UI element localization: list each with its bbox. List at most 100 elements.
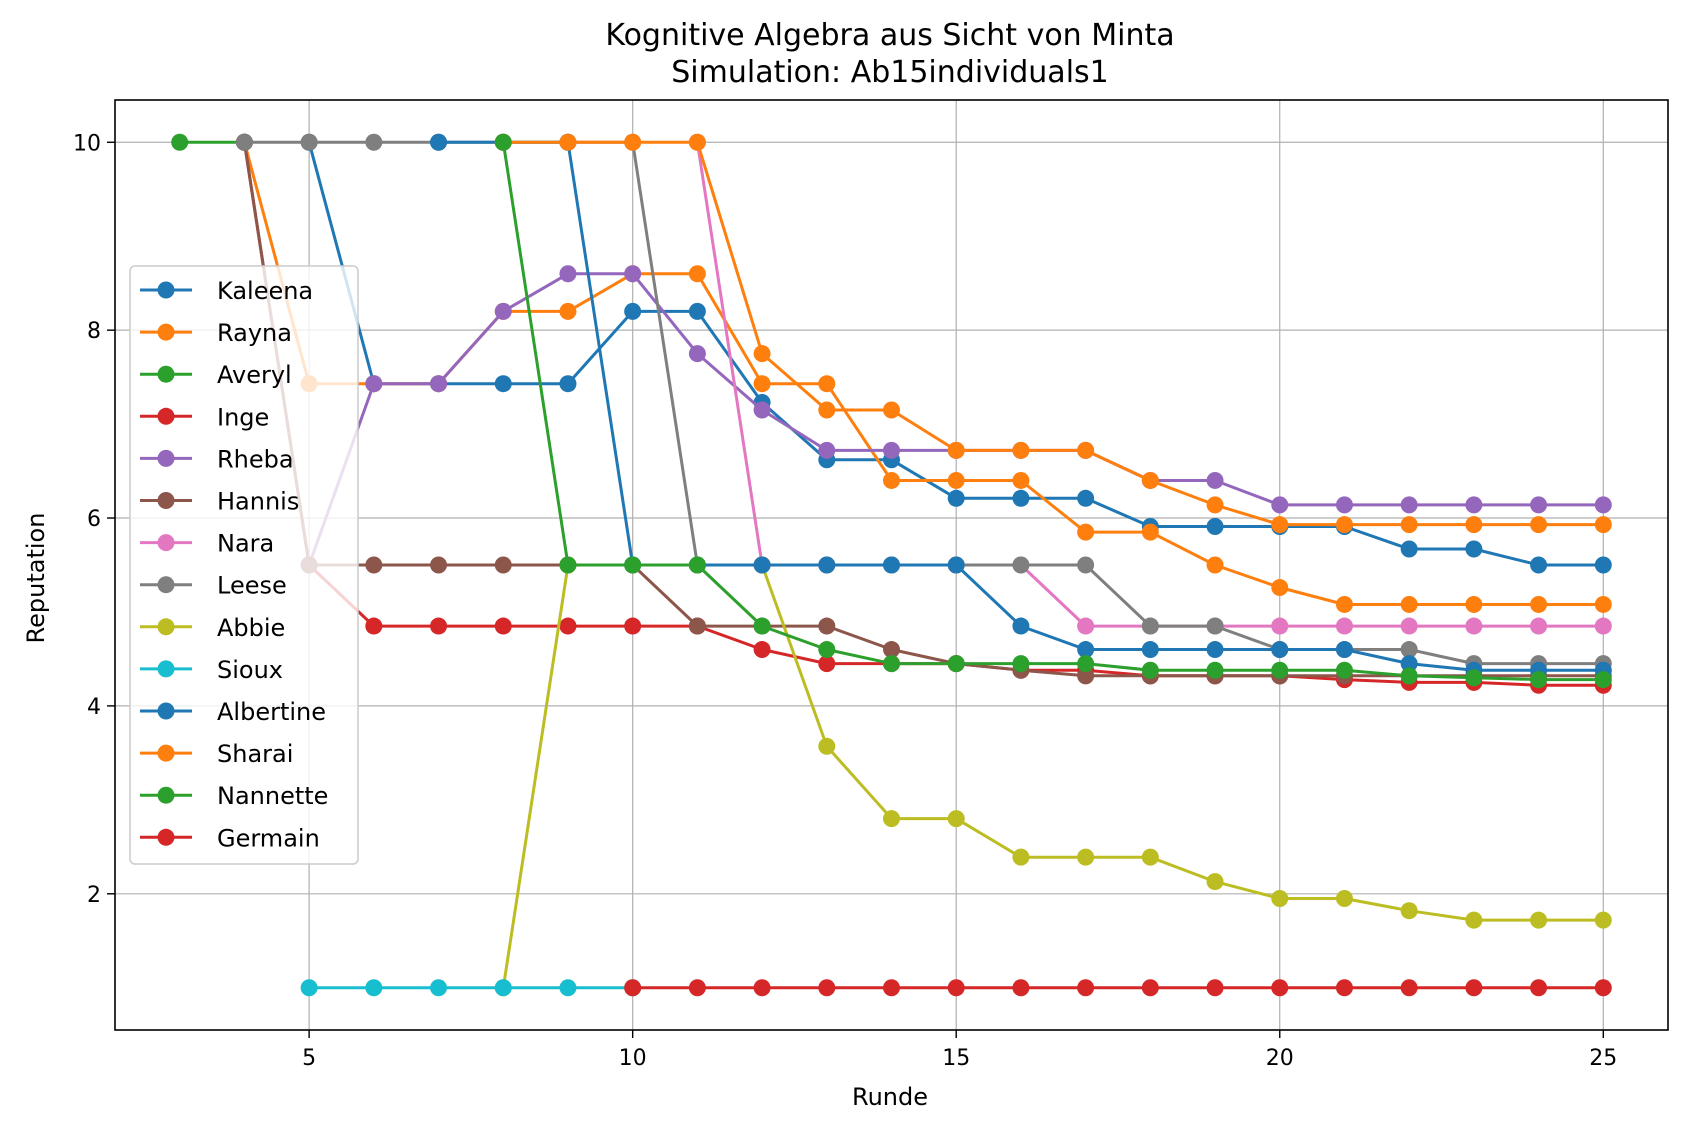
data-point-kaleena — [688, 302, 706, 320]
legend-entry-germain: Germain — [140, 824, 320, 852]
data-point-nannette — [753, 617, 771, 635]
data-point-nannette — [1012, 655, 1030, 673]
data-point-nannette — [624, 556, 642, 574]
data-point-rayna — [1530, 595, 1548, 613]
x-axis-label: Runde — [852, 1083, 928, 1111]
data-point-rayna — [1206, 556, 1224, 574]
data-point-nara — [1594, 617, 1612, 635]
data-point-hannis — [365, 556, 383, 574]
data-point-sioux — [365, 979, 383, 997]
data-point-germain — [1400, 979, 1418, 997]
chart-title: Kognitive Algebra aus Sicht von Minta — [605, 18, 1174, 53]
data-point-nannette — [1077, 655, 1095, 673]
series-albertine — [430, 133, 1612, 679]
data-point-kaleena — [947, 489, 965, 507]
legend-swatch-marker — [157, 365, 175, 383]
data-point-abbie — [1077, 848, 1095, 866]
data-point-germain — [688, 979, 706, 997]
data-point-albertine — [1400, 655, 1418, 673]
data-point-rayna — [1141, 523, 1159, 541]
data-point-abbie — [1400, 902, 1418, 920]
data-point-rayna — [1335, 595, 1353, 613]
data-point-rayna — [883, 471, 900, 489]
data-point-sharai — [1012, 441, 1030, 459]
data-point-sioux — [559, 979, 577, 997]
data-point-albertine — [947, 556, 965, 574]
data-point-sharai — [559, 133, 577, 151]
data-point-nannette — [1335, 661, 1353, 679]
legend-label: Hannis — [217, 488, 299, 516]
data-point-germain — [818, 979, 836, 997]
data-point-germain — [1594, 979, 1612, 997]
data-point-sharai — [883, 401, 900, 419]
data-point-abbie — [818, 737, 836, 755]
legend-entry-nannette: Nannette — [140, 782, 328, 810]
data-point-germain — [947, 979, 965, 997]
data-point-kaleena — [1400, 540, 1418, 558]
data-point-kaleena — [624, 302, 642, 320]
data-point-nannette — [1271, 661, 1289, 679]
data-point-rheba — [430, 375, 448, 393]
data-point-albertine — [1335, 641, 1353, 659]
data-point-abbie — [1012, 848, 1030, 866]
data-point-nara — [1530, 617, 1548, 635]
data-point-rheba — [1594, 496, 1612, 514]
data-point-rayna — [1400, 595, 1418, 613]
data-point-leese — [365, 133, 383, 151]
data-point-albertine — [1141, 641, 1159, 659]
data-point-nara — [1271, 617, 1289, 635]
legend-entry-leese: Leese — [140, 572, 287, 600]
y-axis-label: Reputation — [22, 513, 50, 644]
y-tick-label: 4 — [87, 695, 101, 720]
data-point-nara — [1335, 617, 1353, 635]
legend-label: Rheba — [217, 445, 294, 473]
x-tick-label: 20 — [1266, 1046, 1294, 1071]
plot-area-frame — [114, 99, 1669, 1031]
data-point-rheba — [559, 265, 577, 283]
data-point-kaleena — [1465, 540, 1483, 558]
data-point-sharai — [947, 441, 965, 459]
data-point-sharai — [1141, 471, 1159, 489]
data-point-rheba — [818, 441, 836, 459]
data-point-rheba — [753, 401, 771, 419]
legend-entry-albertine: Albertine — [140, 698, 326, 726]
data-point-hannis — [494, 556, 512, 574]
legend-swatch-marker — [157, 281, 175, 299]
data-point-sharai — [1400, 516, 1418, 534]
legend-swatch-marker — [157, 702, 175, 720]
data-point-abbie — [1141, 848, 1159, 866]
data-point-nannette — [818, 641, 836, 659]
data-point-sharai — [1530, 516, 1548, 534]
legend-label: Sioux — [217, 656, 283, 684]
series-line-hannis — [242, 142, 1604, 678]
series-line-leese — [244, 140, 1604, 666]
legend-swatch-marker — [157, 786, 175, 804]
data-point-inge — [559, 617, 577, 635]
legend-entry-rheba: Rheba — [140, 445, 294, 473]
data-point-nara — [1400, 617, 1418, 635]
data-point-rheba — [1206, 471, 1224, 489]
legend-swatch-marker — [157, 744, 175, 762]
legend-entry-sioux: Sioux — [140, 656, 283, 684]
data-point-rheba — [494, 302, 512, 320]
legend-swatch-marker — [157, 323, 175, 341]
legend: Kaleena Rayna Averyl Inge Rheba Hannis Nara Lee… — [129, 265, 359, 865]
chart-subtitle: Simulation: Ab15individuals1 — [671, 55, 1109, 90]
legend-label: Averyl — [217, 361, 292, 389]
data-point-germain — [1206, 979, 1224, 997]
data-point-hannis — [430, 556, 448, 574]
data-point-germain — [753, 979, 771, 997]
data-point-rayna — [1594, 595, 1612, 613]
legend-entry-averyl: Averyl — [140, 361, 292, 389]
x-tick-label: 10 — [619, 1046, 647, 1071]
data-point-nannette — [1530, 671, 1548, 689]
data-point-nara — [1465, 617, 1483, 635]
data-point-sharai — [1465, 516, 1483, 534]
series-sioux — [300, 979, 642, 997]
data-point-rayna — [688, 265, 706, 283]
data-point-nannette — [1141, 661, 1159, 679]
data-point-inge — [753, 641, 771, 659]
data-point-albertine — [1077, 641, 1095, 659]
series-line-nannette — [501, 142, 1604, 682]
